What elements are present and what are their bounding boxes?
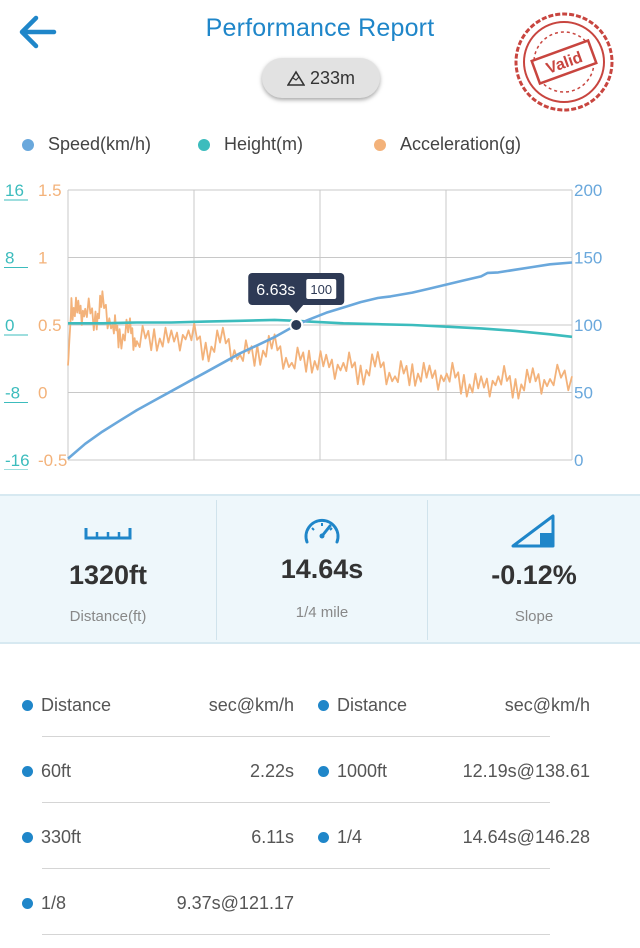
cell-key: 330ft	[41, 826, 82, 847]
divider	[427, 500, 428, 640]
stats-panel: 1320ft Distance(ft) 14.64s 1/4 mile -0.1…	[0, 494, 640, 644]
slope-icon	[511, 514, 555, 548]
row-divider	[42, 868, 550, 869]
legend-label: Height(m)	[224, 134, 304, 154]
stat-quarter-mile: 14.64s 1/4 mile	[217, 496, 427, 642]
cell-key: Distance	[337, 694, 408, 715]
speed-axis-tick: 150	[574, 249, 602, 268]
cell-key: 60ft	[41, 760, 72, 781]
bullet-icon	[318, 831, 329, 843]
stat-label: Slope	[514, 608, 554, 625]
speed-axis-tick: 0	[574, 451, 583, 470]
table-row: 60ft 2.22s 1000ft 12.19s@138.61	[0, 738, 640, 804]
speed-axis-tick: 50	[574, 384, 593, 403]
table-row: 1/8 9.37s@121.17	[0, 870, 640, 936]
stat-value: 1320ft	[68, 560, 148, 590]
marker-tooltip-arrow	[289, 305, 304, 313]
height-axis-tick: 0	[5, 316, 14, 335]
height-axis-tick: -8	[5, 384, 20, 403]
acceleration-axis-tick: 1.5	[38, 181, 62, 200]
altitude-value: 233m	[309, 67, 356, 88]
table-cell: Distance sec@km/h	[22, 672, 294, 738]
legend-dot	[374, 138, 386, 151]
cell-value: 2.22s	[249, 760, 294, 781]
series-line-acceleration	[67, 290, 573, 400]
bullet-icon	[318, 699, 329, 711]
table-cell: 330ft 6.11s	[22, 804, 294, 870]
legend-dot	[22, 138, 34, 151]
speed-axis-tick: 100	[574, 316, 602, 335]
cell-value: 9.37s@121.17	[176, 892, 294, 913]
legend-dot	[198, 138, 210, 151]
divider	[216, 500, 217, 640]
cell-value: 12.19s@138.61	[462, 760, 590, 781]
legend-item-speed[interactable]: Speed(km/h)	[22, 134, 151, 155]
series-line-speed	[67, 261, 573, 460]
bullet-icon	[22, 765, 33, 777]
legend-item-acceleration[interactable]: Acceleration(g)	[374, 134, 521, 155]
acceleration-axis-tick: 0.5	[38, 316, 62, 335]
speed-axis-tick: 200	[574, 181, 602, 200]
height-axis-tick: -16	[5, 451, 30, 470]
ruler-icon	[84, 528, 132, 540]
marker-value-box	[306, 279, 337, 299]
acceleration-axis-tick: -0.5	[38, 451, 67, 470]
cell-key: 1/8	[41, 892, 67, 913]
legend-label: Speed(km/h)	[48, 134, 152, 154]
height-axis-tick: 8	[5, 249, 14, 268]
stat-value: 14.64s	[280, 554, 364, 584]
height-axis-tick: 16	[5, 181, 24, 200]
cell-value: 14.64s@146.28	[462, 826, 590, 847]
stat-slope: -0.12% Slope	[428, 496, 640, 642]
cell-key: 1/4	[337, 826, 363, 847]
marker-value-label: 100	[310, 282, 332, 297]
series-line-height	[68, 318, 573, 339]
acceleration-axis-tick: 0	[38, 384, 47, 403]
performance-chart[interactable]: 16 8 0 -8 -16 1.5 1 0.5 0 -0.5 200 150 100 50 0 6.63s 10…	[0, 170, 640, 470]
mountain-icon	[286, 70, 305, 86]
table-row: 330ft 6.11s 1/4 14.64s@146.28	[0, 804, 640, 870]
row-divider	[42, 802, 550, 803]
back-arrow-icon[interactable]	[14, 12, 62, 52]
cell-value: 6.11s	[251, 826, 294, 847]
legend-item-height[interactable]: Height(m)	[198, 134, 303, 155]
split-times-table: Distance sec@km/h Distance sec@km/h 60ft 2.22…	[0, 644, 640, 948]
table-cell: 1000ft 12.19s@138.61	[318, 738, 590, 804]
bullet-icon	[318, 765, 329, 777]
altitude-badge: 233m	[262, 58, 380, 98]
bullet-icon	[22, 831, 33, 843]
bullet-icon	[22, 699, 33, 711]
cell-value: sec@km/h	[208, 694, 294, 715]
acceleration-axis-tick: 1	[38, 249, 47, 268]
valid-stamp: Valid	[514, 12, 614, 112]
bullet-icon	[22, 897, 33, 909]
stat-value: -0.12%	[491, 560, 577, 590]
stat-distance: 1320ft Distance(ft)	[0, 496, 216, 642]
cell-key: 1000ft	[337, 760, 388, 781]
table-cell: 1/8 9.37s@121.17	[22, 870, 294, 936]
table-cell: Distance sec@km/h	[318, 672, 590, 738]
row-divider	[42, 736, 550, 737]
row-divider	[42, 934, 550, 935]
chart-legend: Speed(km/h) Height(m) Acceleration(g)	[0, 134, 640, 158]
stat-label: 1/4 mile	[295, 604, 349, 621]
table-cell: 1/4 14.64s@146.28	[318, 804, 590, 870]
cell-key: Distance	[41, 694, 112, 715]
marker-point[interactable]	[289, 318, 304, 332]
marker-time-label: 6.63s	[256, 282, 295, 299]
speedometer-icon	[304, 519, 340, 544]
stat-label: Distance(ft)	[69, 608, 147, 625]
header: Performance Report 233m Valid	[0, 0, 640, 112]
legend-label: Acceleration(g)	[400, 134, 522, 154]
table-cell: 60ft 2.22s	[22, 738, 294, 804]
page-title: Performance Report	[205, 14, 435, 42]
cell-value: sec@km/h	[504, 694, 590, 715]
table-header-row: Distance sec@km/h Distance sec@km/h	[0, 672, 640, 738]
